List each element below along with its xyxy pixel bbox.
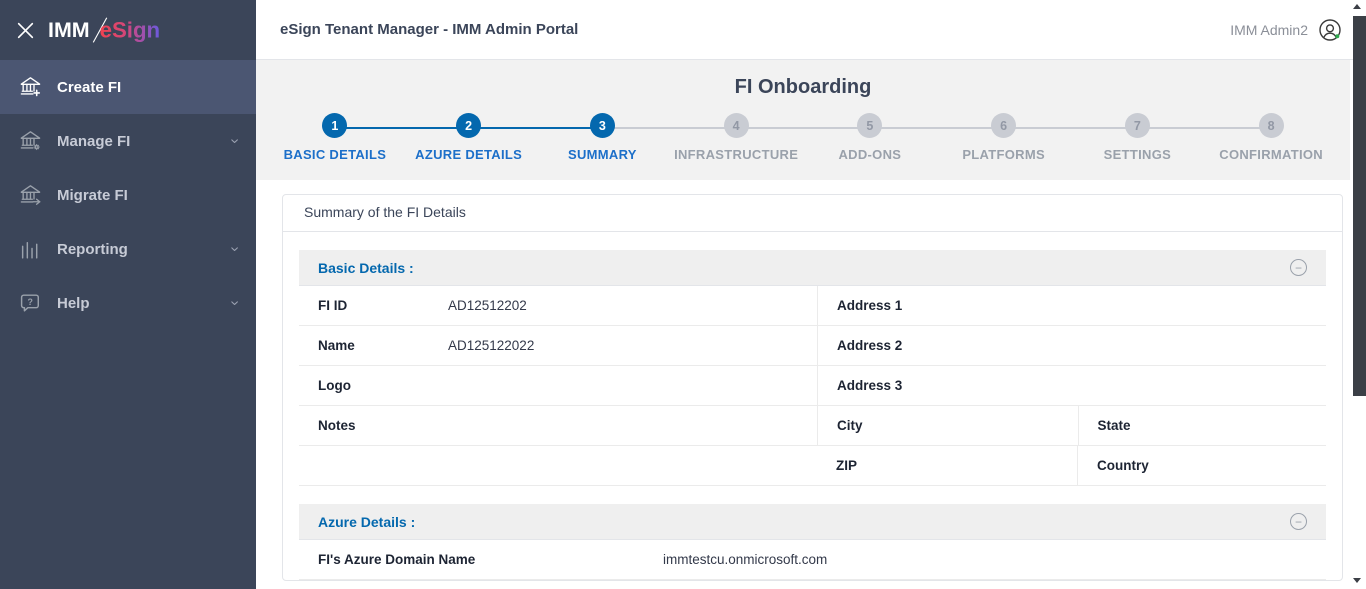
svg-text:?: ? — [28, 296, 33, 306]
svg-text:IMM: IMM — [48, 17, 90, 41]
svg-text:eSign: eSign — [100, 17, 161, 42]
